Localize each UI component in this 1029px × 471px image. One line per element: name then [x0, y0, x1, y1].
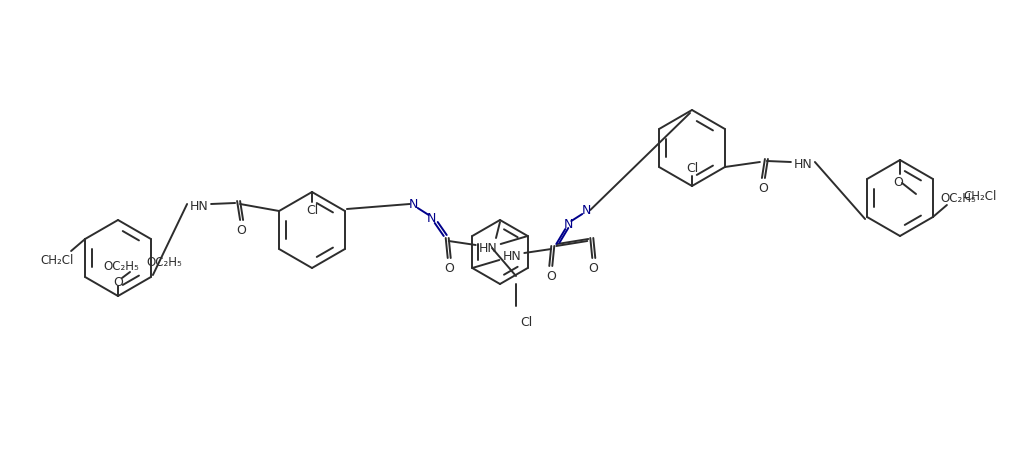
- Text: N: N: [564, 218, 573, 230]
- Text: O: O: [113, 276, 122, 289]
- Text: Cl: Cl: [306, 203, 318, 217]
- Text: Cl: Cl: [520, 316, 532, 328]
- Text: O: O: [893, 176, 902, 188]
- Text: CH₂Cl: CH₂Cl: [963, 190, 996, 203]
- Text: O: O: [443, 261, 454, 275]
- Text: OC₂H₅: OC₂H₅: [146, 255, 182, 268]
- Text: HN: HN: [189, 200, 209, 212]
- Text: HN: HN: [503, 250, 522, 262]
- Text: N: N: [581, 203, 591, 217]
- Text: HN: HN: [478, 242, 497, 254]
- Text: N: N: [427, 211, 436, 225]
- Text: O: O: [589, 261, 598, 275]
- Text: CH₂Cl: CH₂Cl: [40, 254, 74, 268]
- Text: O: O: [236, 224, 246, 236]
- Text: OC₂H₅: OC₂H₅: [941, 192, 975, 204]
- Text: OC₂H₅: OC₂H₅: [103, 260, 139, 273]
- Text: N: N: [409, 197, 419, 211]
- Text: O: O: [546, 269, 557, 283]
- Text: Cl: Cl: [686, 162, 698, 174]
- Text: O: O: [758, 181, 768, 195]
- Text: HN: HN: [793, 157, 812, 171]
